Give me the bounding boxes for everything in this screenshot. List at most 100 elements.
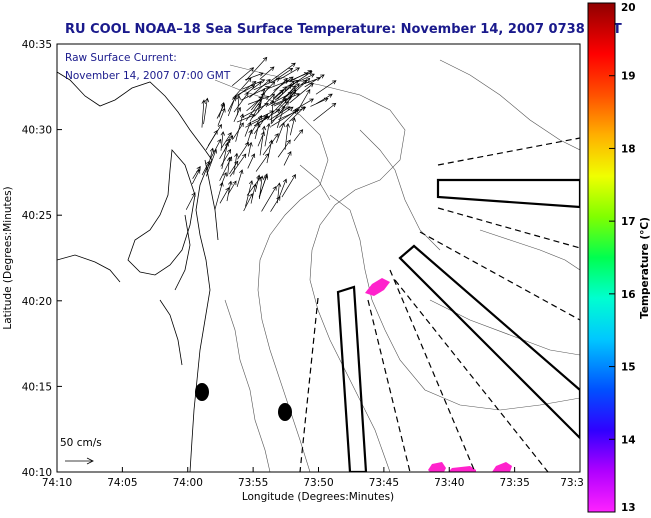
current-vector-arrow xyxy=(203,97,210,125)
x-tick-label: 73:40 xyxy=(434,477,464,489)
current-vector-arrow xyxy=(214,181,224,210)
current-vector-arrow xyxy=(237,141,249,160)
current-vector-arrow xyxy=(247,141,253,157)
current-vector-arrow xyxy=(304,74,325,88)
current-vector-arrow xyxy=(218,101,225,118)
current-vector-arrow xyxy=(231,67,255,86)
current-vector-arrow xyxy=(236,169,244,188)
current-vector-arrow xyxy=(259,66,275,80)
current-vector-arrow xyxy=(257,109,281,124)
current-vector-arrow xyxy=(241,103,269,118)
current-vector-arrow xyxy=(284,123,290,150)
figure-title: RU COOL NOAA–18 Sea Surface Temperature:… xyxy=(65,22,622,37)
current-vector-arrow xyxy=(261,185,277,212)
current-vector-arrow xyxy=(236,95,241,116)
current-annotation-line2: November 14, 2007 07:00 GMT xyxy=(65,70,231,82)
x-tick-label: 74:00 xyxy=(173,477,203,489)
colorbar xyxy=(587,2,616,513)
current-vector-arrow xyxy=(315,80,337,95)
colorbar-tick-label: 13 xyxy=(621,502,636,514)
colorbar-tick-label: 19 xyxy=(621,71,636,83)
radar-site-marker xyxy=(195,383,209,401)
current-vector-arrow xyxy=(276,105,286,128)
current-vector-arrow xyxy=(257,87,266,114)
current-vector-arrow xyxy=(245,56,268,81)
current-vector-arrow xyxy=(266,139,274,164)
current-vector-arrow xyxy=(293,129,304,142)
current-vector-arrow xyxy=(249,79,271,98)
y-tick-label: 40:20 xyxy=(22,296,52,308)
current-vector-arrow xyxy=(313,102,337,122)
x-tick-label: 73:50 xyxy=(303,477,333,489)
x-tick-label: 74:05 xyxy=(107,477,137,489)
colorbar-tick-label: 17 xyxy=(621,216,636,228)
current-vector-arrow xyxy=(244,121,252,137)
current-vector-arrow xyxy=(266,79,290,90)
current-vector-arrow xyxy=(258,173,269,198)
current-vector-arrow xyxy=(289,82,314,104)
current-vector-arrow xyxy=(205,148,218,177)
current-vector-arrow xyxy=(284,79,308,99)
current-vector-arrow xyxy=(270,92,300,106)
current-vector-arrow xyxy=(264,122,271,147)
current-vector-arrow xyxy=(201,99,206,128)
y-tick-label: 40:30 xyxy=(22,125,52,137)
radar-beams-dashed xyxy=(299,137,580,472)
current-vector-arrow xyxy=(206,147,215,173)
current-vector-arrow xyxy=(272,86,288,99)
current-vector-arrow xyxy=(234,77,252,97)
current-vector-arrow xyxy=(226,156,232,177)
current-vector-arrow xyxy=(220,148,232,167)
current-vector-arrow xyxy=(185,192,196,210)
current-vector-arrow xyxy=(235,85,256,97)
colorbar-label: Temperature (°C) xyxy=(639,217,651,319)
x-axis-ticks: 74:10 74:05 74:00 73:55 73:50 73:45 73:40 73:35… xyxy=(42,467,584,489)
current-vector-arrow xyxy=(282,85,296,101)
current-vector-arrow xyxy=(226,180,233,202)
colorbar-tick-label: 14 xyxy=(621,434,636,446)
current-vector-arrow xyxy=(289,117,296,136)
current-vector-arrow xyxy=(246,129,253,145)
current-vector-arrow xyxy=(278,89,297,115)
current-vector-arrow xyxy=(286,72,309,83)
current-vector-arrow xyxy=(233,92,249,113)
current-vector-arrow xyxy=(191,169,201,185)
current-vector-arrow xyxy=(269,77,288,98)
current-vector-arrow xyxy=(310,97,329,107)
colorbar-tick-label: 20 xyxy=(621,2,636,14)
current-vector-arrow xyxy=(227,180,237,195)
current-vector-arrow xyxy=(247,153,256,169)
current-vector-arrow xyxy=(219,156,233,181)
x-tick-label: 73:55 xyxy=(238,477,268,489)
current-vector-arrow xyxy=(207,123,222,146)
current-vector-arrow xyxy=(274,67,294,81)
current-vector-arrow xyxy=(233,106,241,122)
current-vector-arrow xyxy=(270,100,276,125)
colorbar-tick-label: 15 xyxy=(621,362,636,374)
x-axis-label: Longitude (Degrees:Minutes) xyxy=(242,491,394,503)
current-vector-arrow xyxy=(281,174,296,198)
current-vector-arrow xyxy=(192,165,201,179)
current-vector-arrow xyxy=(210,138,222,159)
colorbar-tick-label: 18 xyxy=(621,143,636,155)
current-vector-arrow xyxy=(246,81,263,94)
current-vector-arrow xyxy=(229,153,247,177)
y-axis-ticks: 40:35 40:30 40:25 40:20 40:15 40:10 xyxy=(22,39,62,479)
current-vector-arrow xyxy=(294,98,314,111)
colorbar-tick-label: 16 xyxy=(621,289,636,301)
x-tick-label: 73:3 xyxy=(560,477,584,489)
map-area: Raw Surface Current: November 14, 2007 0… xyxy=(57,44,580,472)
current-vector-arrow xyxy=(259,125,267,156)
current-annotation-line1: Raw Surface Current: xyxy=(65,52,177,64)
current-vector-arrow xyxy=(253,113,269,134)
y-tick-label: 40:35 xyxy=(22,39,52,51)
colorbar-ticks: 20 19 18 17 16 15 14 13 xyxy=(609,2,636,514)
current-vector-arrow xyxy=(288,77,311,98)
x-tick-label: 73:35 xyxy=(499,477,529,489)
scale-bar-label: 50 cm/s xyxy=(60,437,102,449)
sst-patches xyxy=(365,278,512,472)
current-vector-arrow xyxy=(276,122,285,143)
current-vector-arrow xyxy=(236,114,256,123)
current-vector-arrow xyxy=(283,150,292,166)
